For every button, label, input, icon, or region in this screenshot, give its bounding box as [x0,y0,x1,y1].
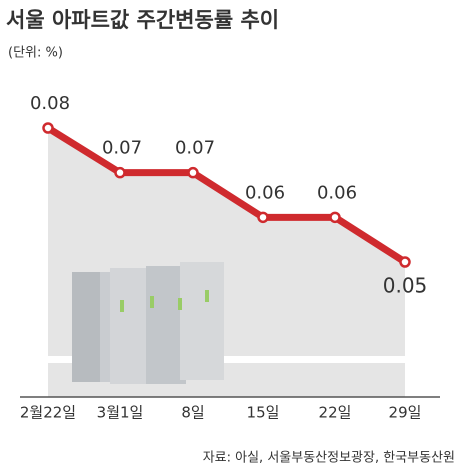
point [399,256,411,268]
value-label: 0.05 [383,274,428,298]
value-label: 0.08 [30,93,70,114]
line [46,125,407,265]
x-tick-label: 29일 [389,404,422,422]
value-label: 0.06 [245,182,285,203]
source: 자료: 아실, 서울부동산정보광장, 한국부동산원 [203,451,455,466]
x-tick-label: 15일 [247,404,280,422]
stripe [48,356,405,363]
chart-title: 서울 아파트값 주간변동률 추이 [6,8,279,32]
point [329,211,341,224]
point [114,166,126,179]
value-label: 0.07 [102,138,142,159]
x-tick-label: 3월1일 [97,404,144,422]
x-tick-label: 8일 [181,404,204,422]
x-tick-label: 2월22일 [20,404,76,422]
point [42,122,54,134]
value-label: 0.07 [175,138,215,159]
chart-subtitle: (단위: %) [8,46,63,61]
x-tick-label: 22일 [319,404,352,422]
point [187,166,199,179]
buildings [72,262,224,384]
value-label: 0.06 [317,182,357,203]
point [257,211,269,224]
